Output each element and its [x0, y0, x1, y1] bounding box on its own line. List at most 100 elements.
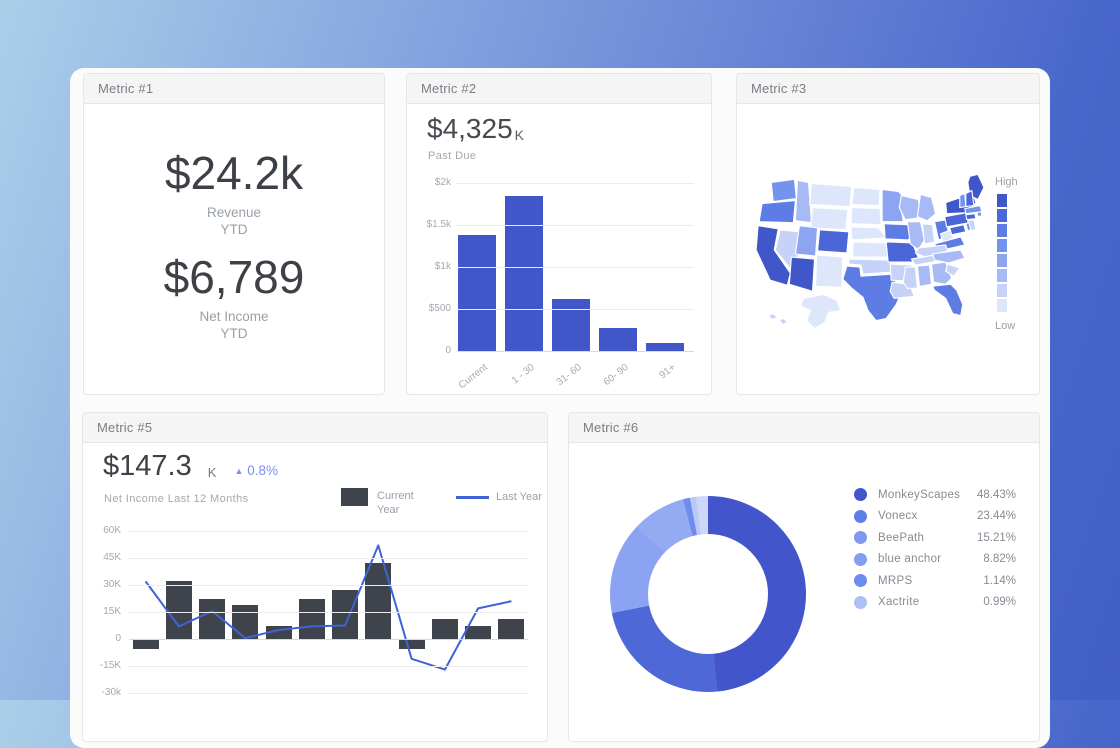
- legend-item[interactable]: BeePath 15.21%: [854, 527, 1016, 549]
- state-ne[interactable]: [850, 226, 888, 241]
- donut-chart[interactable]: [610, 496, 806, 692]
- state-al[interactable]: [916, 264, 933, 287]
- netincome-bar-series: [129, 531, 528, 694]
- state-mi[interactable]: [916, 193, 937, 222]
- map-scale-swatch: [997, 284, 1007, 297]
- bar-month-11[interactable]: [465, 626, 492, 639]
- bar-month-1[interactable]: [132, 640, 159, 649]
- card-metric-1: Metric #1 $24.2k Revenue YTD $6,789 Net I…: [83, 73, 385, 395]
- legend-item[interactable]: MRPS 1.14%: [854, 570, 1016, 592]
- state-id[interactable]: [794, 179, 813, 224]
- bar-91+[interactable]: [646, 342, 684, 351]
- map-scale-swatch: [997, 224, 1007, 237]
- bar-31- 60[interactable]: [552, 298, 590, 351]
- gridline: [129, 612, 528, 613]
- legend-last-year-label: Last Year: [496, 491, 542, 503]
- bar-month-10[interactable]: [431, 619, 458, 639]
- legend-item[interactable]: blue anchor 8.82%: [854, 549, 1016, 571]
- state-ri[interactable]: [976, 211, 983, 218]
- bar-month-12[interactable]: [498, 619, 525, 639]
- state-co[interactable]: [817, 229, 850, 254]
- state-nm[interactable]: [815, 254, 844, 288]
- state-pa[interactable]: [944, 212, 970, 228]
- state-ut[interactable]: [794, 225, 819, 257]
- pastdue-x-axis: Current 1 - 30 31- 60 60- 90 91+: [457, 356, 694, 391]
- state-or[interactable]: [758, 199, 796, 224]
- bar-Current[interactable]: [458, 235, 496, 351]
- donut-hole: [648, 534, 768, 654]
- card-metric-3: Metric #3: [736, 73, 1040, 395]
- us-choropleth-map: [755, 173, 985, 330]
- legend-current-year-swatch[interactable]: [341, 488, 368, 506]
- bar-month-6[interactable]: [298, 599, 325, 639]
- card-title: Metric #5: [83, 413, 547, 443]
- map-scale-swatch: [997, 299, 1007, 312]
- gridline: [457, 309, 694, 310]
- gridline: [129, 693, 528, 694]
- gridline: [129, 585, 528, 586]
- state-wi[interactable]: [898, 194, 921, 221]
- y-tick: -30k: [101, 687, 121, 698]
- state-mt[interactable]: [808, 182, 853, 208]
- state-fl[interactable]: [931, 283, 964, 317]
- state-il[interactable]: [906, 221, 926, 251]
- state-vt[interactable]: [959, 192, 967, 209]
- state-ct[interactable]: [965, 213, 977, 221]
- state-nd[interactable]: [851, 186, 881, 207]
- x-tick: 31- 60: [554, 362, 584, 389]
- x-tick: Current: [456, 362, 490, 392]
- y-tick: 30K: [103, 579, 121, 590]
- bar-month-2[interactable]: [165, 581, 192, 639]
- y-tick: 0: [445, 345, 451, 356]
- state-hi[interactable]: [767, 312, 778, 321]
- card-title: Metric #3: [737, 74, 1039, 104]
- gridline: [129, 666, 528, 667]
- state-wy[interactable]: [809, 207, 849, 231]
- state-az[interactable]: [788, 256, 816, 292]
- state-ms[interactable]: [902, 266, 918, 289]
- state-md[interactable]: [949, 224, 967, 236]
- state-sd[interactable]: [850, 207, 882, 226]
- state-in[interactable]: [921, 223, 936, 245]
- y-tick: 0: [115, 633, 121, 644]
- legend-item[interactable]: Vonecx 23.44%: [854, 506, 1016, 528]
- bar-month-9[interactable]: [398, 640, 425, 649]
- map-legend-scale: [997, 194, 1029, 312]
- legend-dot-icon: [854, 509, 867, 523]
- state-ca[interactable]: [755, 225, 791, 286]
- card-title: Metric #1: [84, 74, 384, 104]
- bar-1 - 30[interactable]: [505, 196, 543, 351]
- kpi-revenue-label: Revenue YTD: [206, 205, 262, 237]
- bar-month-4[interactable]: [232, 604, 259, 639]
- legend-last-year-swatch[interactable]: [456, 496, 489, 499]
- y-tick: 45K: [103, 552, 121, 563]
- bar-60- 90[interactable]: [599, 327, 637, 351]
- state-ak[interactable]: [799, 293, 842, 330]
- y-tick: $2k: [434, 177, 451, 188]
- y-tick: $1.5k: [426, 219, 451, 230]
- state-nh[interactable]: [965, 189, 975, 208]
- bar-month-7[interactable]: [332, 590, 359, 639]
- state-de[interactable]: [965, 222, 972, 232]
- map-legend-low: Low: [995, 320, 1016, 332]
- netincome-subtitle: Net Income Last 12 Months: [104, 493, 249, 505]
- state-ks[interactable]: [852, 241, 891, 258]
- gridline: [457, 351, 694, 352]
- legend-item[interactable]: MonkeyScapes 48.43%: [854, 484, 1016, 506]
- pastdue-headline: $4,325 K: [427, 113, 524, 144]
- y-tick: -15K: [99, 660, 121, 671]
- state-sc[interactable]: [945, 263, 961, 277]
- x-tick: 91+: [657, 362, 678, 382]
- kpi-revenue-value: $24.2k: [164, 147, 304, 199]
- legend-item[interactable]: Xactrite 0.99%: [854, 592, 1016, 614]
- legend-dot-icon: [854, 574, 867, 588]
- gridline: [457, 267, 694, 268]
- card-title: Metric #6: [569, 413, 1039, 443]
- state-hi[interactable]: [778, 317, 788, 326]
- state-nc[interactable]: [931, 249, 966, 264]
- netincome-line-series: [144, 544, 512, 671]
- map-legend: High Low: [995, 176, 1029, 338]
- state-tx[interactable]: [842, 265, 903, 322]
- state-wa[interactable]: [770, 178, 797, 203]
- state-ma[interactable]: [964, 205, 983, 215]
